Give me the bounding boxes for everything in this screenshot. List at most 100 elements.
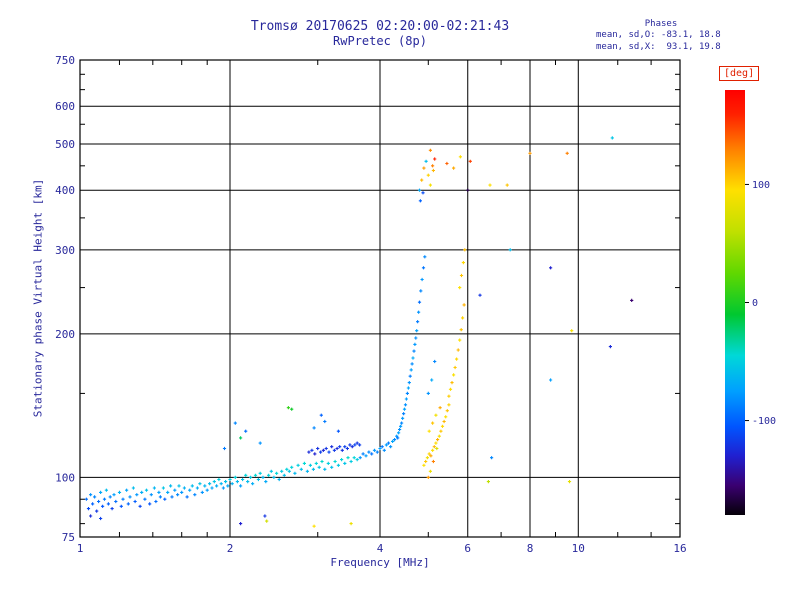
scatter-point [608,345,612,349]
scatter-point [140,490,144,494]
scatter-point [148,502,152,506]
scatter-point [490,456,494,460]
scatter-point [382,448,386,452]
scatter-point [157,490,161,494]
scatter-point [378,446,382,451]
scatter-point [413,342,417,346]
scatter-point [114,499,118,504]
scatter-point [405,391,409,395]
scatter-point [177,484,181,488]
scatter-point [93,495,97,499]
chart-subtitle: RwPretec (8p) [333,34,427,48]
scatter-point [630,298,634,302]
scatter-point [222,446,227,451]
scatter-point [445,161,449,166]
scatter-point [246,480,250,484]
scatter-point [125,488,129,492]
scatter-point [343,461,347,465]
scatter-point [398,427,402,432]
scatter-point [121,497,125,501]
scatter-point [233,475,237,479]
scatter-point [458,155,462,159]
scatter-point [340,448,344,452]
scatter-point [198,482,202,486]
scatter-point [361,452,365,456]
scatter-point [84,497,88,501]
svg-text:100: 100 [55,471,75,484]
scatter-point [224,480,228,484]
scatter-point [239,436,243,440]
scatter-point [549,266,553,270]
scatter-point [119,504,123,508]
scatter-point [438,406,442,410]
scatter-point [286,406,290,410]
scatter-point [458,286,462,290]
scatter-point [269,469,273,473]
scatter-point [312,426,316,430]
scatter-point [251,482,255,486]
scatter-point [508,248,512,252]
scatter-point [421,266,426,270]
scatter-point [343,445,347,449]
svg-text:1: 1 [77,542,84,555]
scatter-point [203,484,207,488]
scatter-point [180,490,184,494]
scatter-point [417,188,422,192]
scatter-point [349,522,353,526]
scatter-point [185,495,189,499]
scatter-point [400,421,404,425]
scatter-point [423,255,427,259]
scatter-point [353,443,357,447]
grid-lines [80,60,680,537]
scatter-point [330,445,334,449]
scatter-point [384,443,388,447]
scatter-point [290,407,294,411]
svg-text:0: 0 [752,298,758,309]
scatter-point [235,480,239,484]
scatter-point [321,448,325,452]
scatter-point [395,434,399,438]
phases-annotation: Phases mean, sd,O: -83.1, 18.8 mean, sd,… [596,19,726,53]
scatter-point [428,469,432,473]
scatter-point [355,441,359,445]
scatter-point [285,467,289,471]
scatter-point [308,463,312,467]
scatter-point [219,482,223,486]
scatter-point [169,484,173,488]
scatter-point [402,407,407,411]
scatter-point [352,456,356,460]
scatter-point [239,522,243,526]
scatter-point [195,486,199,490]
scatter-point [261,475,265,479]
scatter-point [450,381,454,385]
scatter-point [442,419,446,424]
scatter-point [241,477,245,482]
scatter-point [416,320,420,324]
scatter-point [412,349,416,353]
scatter-point [217,477,221,482]
scatter-point [459,328,463,332]
scatter-point [453,365,457,370]
minor-ticks [80,60,680,537]
scatter-point [418,199,422,203]
svg-text:10: 10 [572,542,585,555]
scatter-point [426,173,430,177]
scatter-point [101,504,105,508]
scatter-point [226,484,230,488]
svg-text:8: 8 [527,542,534,555]
scatter-point [463,248,467,252]
scatter-point [528,151,532,155]
scatter-point [233,421,237,425]
scatter-point [386,441,391,445]
scatter-point [166,490,170,494]
scatter-point [323,419,327,424]
scatter-point [239,484,243,488]
scatter-point [228,477,232,482]
svg-text:500: 500 [55,138,75,151]
scatter-point [323,467,327,471]
scatter-point [316,446,320,451]
scatter-point [182,486,186,490]
scatter-point [375,450,379,454]
scatter-point [310,448,314,452]
scatter-point [410,362,414,366]
